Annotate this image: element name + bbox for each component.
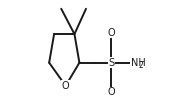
Text: O: O (107, 87, 115, 97)
Text: 2: 2 (139, 61, 143, 71)
Text: NH: NH (131, 58, 145, 68)
Text: O: O (107, 28, 115, 38)
Text: S: S (108, 58, 114, 68)
Text: O: O (62, 81, 69, 91)
